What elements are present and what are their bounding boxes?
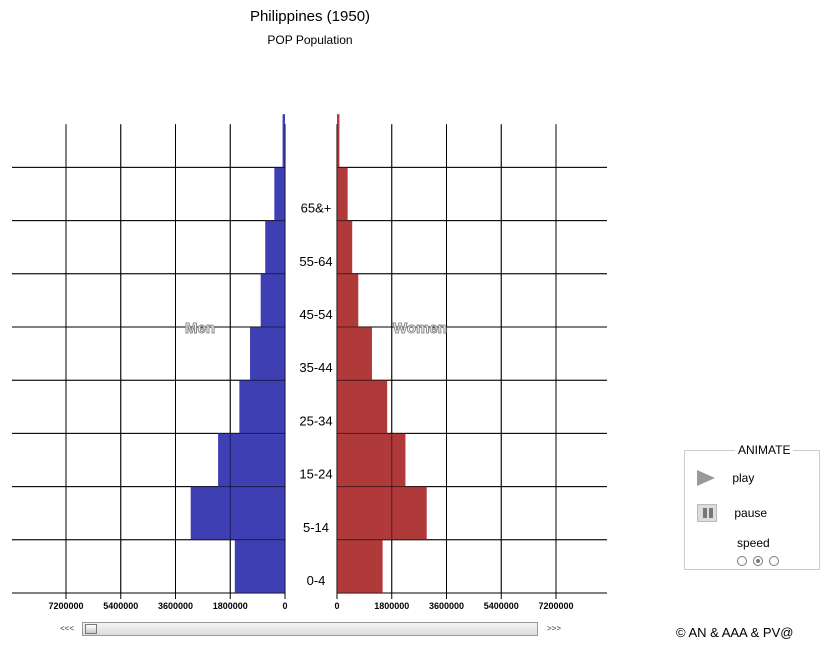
- bar-men: [265, 220, 285, 274]
- slider-forward-arrow[interactable]: >>>: [547, 624, 562, 633]
- chart-title: Philippines (1950): [249, 8, 371, 25]
- speed-label: speed: [737, 536, 770, 550]
- bar-women: [337, 114, 340, 168]
- credit-text: © AN & AAA & PV@: [676, 625, 794, 640]
- bar-women: [337, 539, 383, 593]
- age-label-strip: [286, 114, 336, 593]
- x-tick-label-women: 0: [334, 601, 339, 611]
- bar-women: [337, 273, 359, 327]
- age-group-label: 25-34: [299, 413, 332, 428]
- animate-title: ANIMATE: [735, 443, 794, 457]
- x-tick-label-men: 1800000: [213, 601, 248, 611]
- chart-subtitle: POP Population: [267, 33, 353, 47]
- play-icon[interactable]: [697, 470, 715, 486]
- slider-back-arrow[interactable]: <<<: [60, 624, 75, 633]
- speed-options: [737, 553, 785, 571]
- animate-panel: ANIMATE play pause speed: [684, 443, 820, 571]
- bar-men: [239, 380, 285, 434]
- age-group-label: 65&+: [301, 201, 332, 216]
- age-group-label: 5-14: [303, 520, 329, 535]
- x-tick-label-men: 3600000: [158, 601, 193, 611]
- bar-women: [337, 327, 372, 381]
- age-group-label: 45-54: [299, 307, 332, 322]
- bar-men: [190, 486, 285, 540]
- speed-radio-fast[interactable]: [769, 556, 779, 566]
- bar-men: [250, 327, 285, 381]
- x-tick-label-women: 5400000: [484, 601, 519, 611]
- x-tick-label-women: 7200000: [538, 601, 573, 611]
- age-group-label: 0-4: [307, 573, 326, 588]
- age-group-label: 35-44: [299, 360, 332, 375]
- series-label-women: Women: [393, 320, 447, 337]
- x-tick-label-men: 0: [282, 601, 287, 611]
- slider-thumb[interactable]: [85, 624, 97, 634]
- bar-men: [274, 167, 285, 221]
- x-tick-label-women: 3600000: [429, 601, 464, 611]
- slider-track[interactable]: [82, 622, 538, 636]
- x-tick-label-men: 7200000: [48, 601, 83, 611]
- pause-icon[interactable]: [697, 504, 717, 522]
- age-group-label: 15-24: [299, 467, 332, 482]
- bar-men: [260, 273, 285, 327]
- play-label: play: [732, 471, 755, 485]
- bar-men: [282, 114, 285, 168]
- bar-men: [234, 539, 285, 593]
- series-label-men: Men: [185, 320, 215, 337]
- bar-women: [337, 220, 353, 274]
- x-tick-label-women: 1800000: [374, 601, 409, 611]
- speed-radio-slow[interactable]: [737, 556, 747, 566]
- bar-women: [337, 486, 427, 540]
- bar-women: [337, 167, 348, 221]
- x-tick-label-men: 5400000: [103, 601, 138, 611]
- pause-label: pause: [734, 506, 768, 520]
- speed-radio-medium[interactable]: [753, 556, 763, 566]
- bar-women: [337, 433, 406, 487]
- year-slider[interactable]: <<< >>>: [60, 620, 580, 640]
- play-button[interactable]: play: [697, 470, 754, 486]
- pause-button[interactable]: pause: [697, 504, 767, 522]
- bar-women: [337, 380, 388, 434]
- bar-men: [218, 433, 285, 487]
- age-group-label: 55-64: [299, 254, 332, 269]
